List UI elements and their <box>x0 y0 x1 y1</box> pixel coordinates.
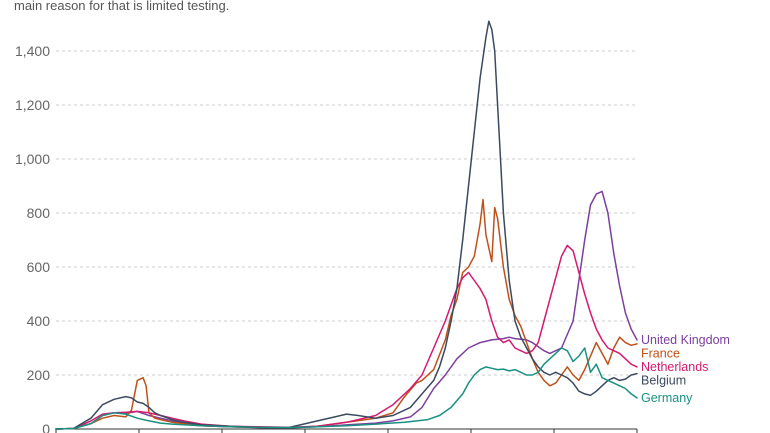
series-line-belgium <box>55 20 638 430</box>
series-label-france: France <box>641 346 680 360</box>
y-tick-label: 1,000 <box>15 151 50 167</box>
y-tick-label: 1,200 <box>15 97 50 113</box>
series-label-netherlands: Netherlands <box>641 360 708 374</box>
y-tick-label: 800 <box>27 205 51 221</box>
series-line-netherlands <box>55 244 638 430</box>
y-axis-ticks: 0 200 400 600 800 1,000 1,200 1,400 <box>15 43 50 433</box>
series-lines <box>55 20 638 430</box>
series-label-united-kingdom: United Kingdom <box>641 333 730 347</box>
y-tick-label: 400 <box>27 313 51 329</box>
y-tick-label: 600 <box>27 259 51 275</box>
y-tick-label: 1,400 <box>15 43 50 59</box>
series-line-united-kingdom <box>55 190 638 430</box>
series-label-belgium: Belgium <box>641 373 686 387</box>
y-tick-label: 0 <box>42 421 50 433</box>
series-label-germany: Germany <box>641 391 693 405</box>
grid-lines <box>56 50 637 376</box>
x-axis <box>55 428 638 433</box>
series-line-france <box>55 198 638 430</box>
y-tick-label: 200 <box>27 367 51 383</box>
series-line-germany <box>55 347 638 430</box>
chart-subtitle: main reason for that is limited testing. <box>14 0 230 13</box>
